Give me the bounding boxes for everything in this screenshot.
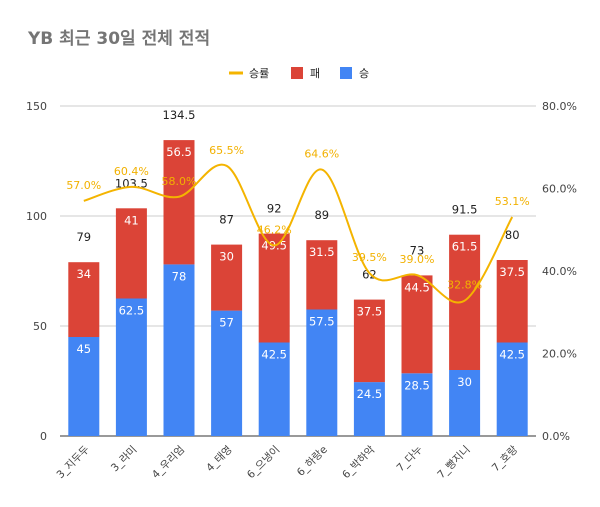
win-rate-label: 58.0% <box>162 175 197 188</box>
y-tick-label-right: 40.0% <box>542 265 577 278</box>
bar-total-label: 92 <box>267 202 282 216</box>
win-rate-label: 39.5% <box>352 251 387 264</box>
y-tick-label-left: 50 <box>33 320 47 333</box>
legend: 승률 패 승 <box>229 67 369 80</box>
x-tick-label: 6_박하악 <box>339 443 377 481</box>
bar-segment <box>211 310 243 436</box>
y-axis-left: 0 50 100 150 <box>26 100 47 443</box>
bar-segment <box>163 140 195 265</box>
bar-value-label: 45 <box>76 342 91 356</box>
bar-segment <box>401 373 433 436</box>
bar-segment <box>306 309 338 436</box>
bar-segment <box>68 337 100 436</box>
bar-total-label: 89 <box>314 208 329 222</box>
bar-value-label: 42.5 <box>499 348 525 362</box>
legend-label: 승 <box>359 67 369 80</box>
x-tick-label: 6_하랑e <box>294 443 330 479</box>
bar-value-label: 30 <box>457 375 472 389</box>
bar-total-label: 91.5 <box>452 203 478 217</box>
legend-label: 승률 <box>249 67 269 80</box>
x-axis: 3_지두두 3_라미 4_우리엄 4_태영 6_으냉이 6_하랑e 6_박하악 7_다누 7_빵… <box>54 443 520 481</box>
win-rate-label: 57.0% <box>66 179 101 192</box>
bar-total-label: 80 <box>505 228 520 242</box>
win-rate-label: 65.5% <box>209 144 244 157</box>
bar-value-label: 28.5 <box>404 378 430 392</box>
bar-segment <box>353 382 385 436</box>
y-tick-label-left: 100 <box>26 210 47 223</box>
x-tick-label: 7_다누 <box>395 443 426 474</box>
bars: 45347962.541103.57856.5134.557308742.549… <box>68 108 528 436</box>
win-rate-label: 39.0% <box>400 253 435 266</box>
y-tick-label-right: 80.0% <box>542 100 577 113</box>
x-tick-label: 6_으냉이 <box>245 444 282 481</box>
bar-segment <box>496 260 528 343</box>
legend-label: 패 <box>310 67 320 80</box>
bar-total-label: 62 <box>362 268 377 282</box>
win-rate-line-path <box>83 163 514 304</box>
bar-segment <box>449 370 481 436</box>
bar-value-label: 57.5 <box>309 315 335 329</box>
bar-segment <box>496 342 528 436</box>
win-rate-label: 53.1% <box>495 195 530 208</box>
bar-value-label: 37.5 <box>357 305 383 319</box>
win-rate-label: 46.2% <box>257 223 292 236</box>
bar-segment <box>68 262 100 337</box>
win-rate-label: 60.4% <box>114 165 149 178</box>
bar-value-label: 57 <box>219 316 234 330</box>
y-tick-label-right: 60.0% <box>542 183 577 196</box>
bar-value-label: 34 <box>76 267 91 281</box>
bar-segment <box>306 240 338 310</box>
bar-segment <box>258 342 290 436</box>
legend-swatch <box>340 67 352 79</box>
bar-segment <box>353 299 385 383</box>
bar-value-label: 24.5 <box>357 387 383 401</box>
bar-value-label: 44.5 <box>404 280 430 294</box>
bar-segment <box>258 233 290 343</box>
bar-segment <box>115 208 147 299</box>
bar-total-label: 79 <box>76 230 91 244</box>
win-rate-line: 57.0% 60.4% 58.0% 65.5% 46.2% 64.6% 39.5% 39.0%… <box>66 144 530 304</box>
bar-value-label: 56.5 <box>166 145 192 159</box>
bar-segment <box>401 275 433 374</box>
bar-total-label: 73 <box>410 243 425 257</box>
x-tick-label: 7_빵지니 <box>435 444 472 481</box>
win-rate-label: 64.6% <box>304 148 339 161</box>
bar-value-label: 37.5 <box>499 265 525 279</box>
bar-value-label: 62.5 <box>119 304 145 318</box>
bar-value-label: 42.5 <box>261 348 287 362</box>
x-tick-label: 4_태영 <box>204 444 235 475</box>
bar-segment <box>211 244 243 311</box>
bar-segment <box>115 298 147 436</box>
y-tick-label-left: 150 <box>26 100 47 113</box>
x-tick-label: 3_라미 <box>109 444 140 475</box>
legend-swatch <box>291 67 303 79</box>
x-tick-label: 3_지두두 <box>54 443 92 481</box>
bar-value-label: 61.5 <box>452 240 478 254</box>
bar-value-label: 31.5 <box>309 245 335 259</box>
bar-value-label: 41 <box>124 213 139 227</box>
y-axis-right: 0.0% 20.0% 40.0% 60.0% 80.0% <box>542 100 577 443</box>
y-tick-label-right: 0.0% <box>542 430 570 443</box>
bar-total-label: 87 <box>219 213 234 227</box>
y-tick-label-left: 0 <box>40 430 47 443</box>
bar-segment <box>163 264 195 436</box>
bar-total-label: 134.5 <box>163 108 196 122</box>
y-tick-label-right: 20.0% <box>542 348 577 361</box>
x-tick-label: 4_우리엄 <box>150 444 187 481</box>
bar-value-label: 78 <box>172 269 187 283</box>
bar-value-label: 30 <box>219 250 234 264</box>
win-rate-label: 32.8% <box>447 279 482 292</box>
chart-title: YB 최근 30일 전체 전적 <box>27 29 210 49</box>
x-tick-label: 7_호랑 <box>490 443 521 474</box>
